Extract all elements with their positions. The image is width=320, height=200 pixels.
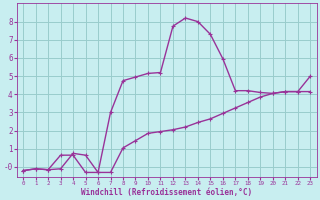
X-axis label: Windchill (Refroidissement éolien,°C): Windchill (Refroidissement éolien,°C)	[81, 188, 252, 197]
